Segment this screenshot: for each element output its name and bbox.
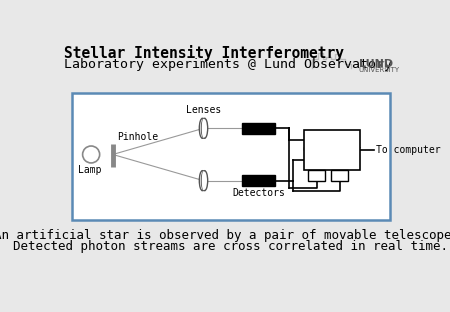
- Text: Pinhole: Pinhole: [117, 132, 158, 142]
- Text: UNIVERSITY: UNIVERSITY: [359, 67, 400, 73]
- Bar: [304, 130, 360, 170]
- Bar: [72, 93, 390, 220]
- Ellipse shape: [202, 119, 205, 138]
- Circle shape: [83, 146, 99, 163]
- Bar: [331, 170, 348, 182]
- Text: Stellar Intensity Interferometry: Stellar Intensity Interferometry: [64, 45, 344, 61]
- Text: Laboratory experiments @ Lund Observatory: Laboratory experiments @ Lund Observator…: [64, 58, 392, 71]
- Bar: [308, 170, 325, 182]
- Text: Lamp: Lamp: [78, 165, 101, 175]
- Ellipse shape: [199, 118, 206, 138]
- Text: An artificial star is observed by a pair of movable telescopes.: An artificial star is observed by a pair…: [0, 229, 450, 242]
- Ellipse shape: [202, 171, 208, 191]
- Text: Correlator: Correlator: [303, 145, 361, 155]
- Text: Detected photon streams are cross correlated in real time.: Detected photon streams are cross correl…: [13, 240, 448, 253]
- Ellipse shape: [202, 171, 205, 190]
- Text: Lenses: Lenses: [186, 105, 221, 115]
- Ellipse shape: [199, 171, 206, 191]
- Ellipse shape: [202, 118, 208, 138]
- Bar: [242, 123, 275, 134]
- Text: To computer: To computer: [376, 145, 440, 155]
- Text: LUND: LUND: [359, 59, 392, 69]
- Text: Detectors: Detectors: [232, 188, 285, 198]
- Bar: [242, 175, 275, 186]
